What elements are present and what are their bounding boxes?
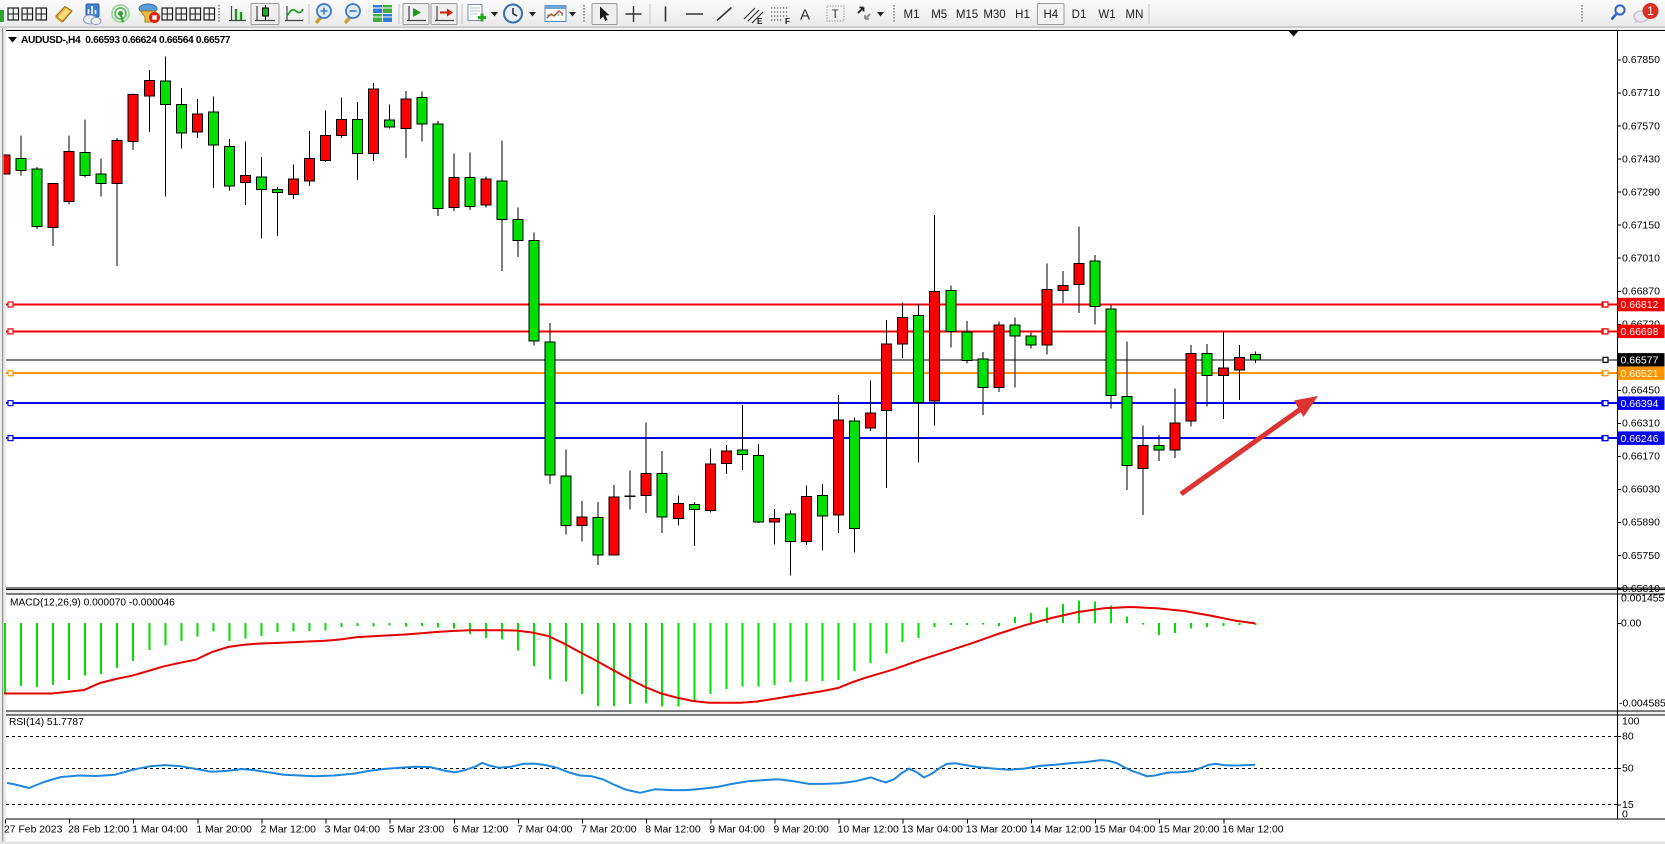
svg-text:0.67570: 0.67570 [1622,120,1660,132]
svg-text:0.67430: 0.67430 [1622,153,1660,165]
svg-text:RSI(14) 51.7787: RSI(14) 51.7787 [9,717,84,728]
svg-text:0.00: 0.00 [1621,619,1641,630]
svg-text:M30: M30 [983,9,1005,21]
svg-text:6 Mar 12:00: 6 Mar 12:00 [453,825,509,836]
svg-text:M5: M5 [931,9,947,21]
svg-text:8 Mar 12:00: 8 Mar 12:00 [645,825,701,836]
svg-text:0.001455: 0.001455 [1621,594,1665,605]
svg-text:0.67290: 0.67290 [1622,186,1660,198]
svg-text:E: E [757,17,763,26]
svg-text:0.66394: 0.66394 [1621,398,1659,410]
svg-text:80: 80 [1622,731,1634,743]
svg-text:T: T [832,7,840,21]
svg-text:2 Mar 12:00: 2 Mar 12:00 [261,825,317,836]
svg-text:7 Mar 20:00: 7 Mar 20:00 [581,825,637,836]
svg-text:0.66310: 0.66310 [1622,418,1660,430]
svg-text:15 Mar 04:00: 15 Mar 04:00 [1094,825,1155,836]
svg-text:0.66698: 0.66698 [1621,326,1659,338]
svg-text:10 Mar 12:00: 10 Mar 12:00 [838,825,899,836]
svg-text:13 Mar 04:00: 13 Mar 04:00 [902,825,963,836]
svg-text:15 Mar 20:00: 15 Mar 20:00 [1158,825,1219,836]
svg-text:16 Mar 12:00: 16 Mar 12:00 [1222,825,1283,836]
svg-text:-0.004585: -0.004585 [1619,699,1665,710]
svg-text:9 Mar 20:00: 9 Mar 20:00 [773,825,829,836]
svg-text:0.65890: 0.65890 [1622,517,1660,529]
svg-text:H4: H4 [1043,9,1058,21]
svg-text:MN: MN [1126,9,1144,21]
svg-text:9 Mar 04:00: 9 Mar 04:00 [709,825,765,836]
svg-text:F: F [785,17,790,26]
svg-text:5 Mar 23:00: 5 Mar 23:00 [389,825,445,836]
svg-text:0.67710: 0.67710 [1622,87,1660,99]
svg-text:W1: W1 [1098,9,1115,21]
svg-text:27 Feb 2023: 27 Feb 2023 [4,825,63,836]
svg-text:28 Feb 12:00: 28 Feb 12:00 [68,825,129,836]
svg-text:0.66521: 0.66521 [1621,368,1659,380]
svg-text:50: 50 [1622,763,1634,775]
svg-text:H1: H1 [1015,9,1030,21]
svg-text:13 Mar 20:00: 13 Mar 20:00 [966,825,1027,836]
svg-text:MACD(12,26,9) 0.000070 -0.0000: MACD(12,26,9) 0.000070 -0.000046 [10,598,175,609]
svg-text:1 Mar 20:00: 1 Mar 20:00 [196,825,252,836]
svg-text:0: 0 [1622,809,1628,821]
svg-text:0.67150: 0.67150 [1622,219,1660,231]
svg-text:15: 15 [1622,799,1634,811]
svg-text:1 Mar 04:00: 1 Mar 04:00 [132,825,188,836]
svg-text:M1: M1 [904,9,920,21]
svg-text:0.66870: 0.66870 [1622,286,1660,298]
svg-text:0.67010: 0.67010 [1622,252,1660,264]
svg-text:0.66030: 0.66030 [1622,484,1660,496]
svg-text:14 Mar 12:00: 14 Mar 12:00 [1030,825,1091,836]
svg-text:AUDUSD-,H4 0.66593 0.66624 0.: AUDUSD-,H4 0.66593 0.66624 0.66564 0.665… [21,35,231,46]
svg-text:100: 100 [1622,716,1640,728]
svg-text:0.66450: 0.66450 [1622,385,1660,397]
svg-text:0.66812: 0.66812 [1621,299,1659,311]
svg-text:0.66577: 0.66577 [1621,355,1659,367]
svg-text:1: 1 [1647,4,1654,18]
svg-text:7 Mar 04:00: 7 Mar 04:00 [517,825,573,836]
svg-text:0.65750: 0.65750 [1622,550,1660,562]
svg-text:3 Mar 04:00: 3 Mar 04:00 [325,825,381,836]
svg-text:M15: M15 [956,9,978,21]
svg-text:0.65610: 0.65610 [1622,583,1660,595]
svg-text:D1: D1 [1072,9,1087,21]
svg-text:0.66246: 0.66246 [1621,433,1659,445]
svg-text:A: A [800,7,810,24]
svg-text:0.66170: 0.66170 [1622,451,1660,463]
svg-text:0.67850: 0.67850 [1622,54,1660,66]
